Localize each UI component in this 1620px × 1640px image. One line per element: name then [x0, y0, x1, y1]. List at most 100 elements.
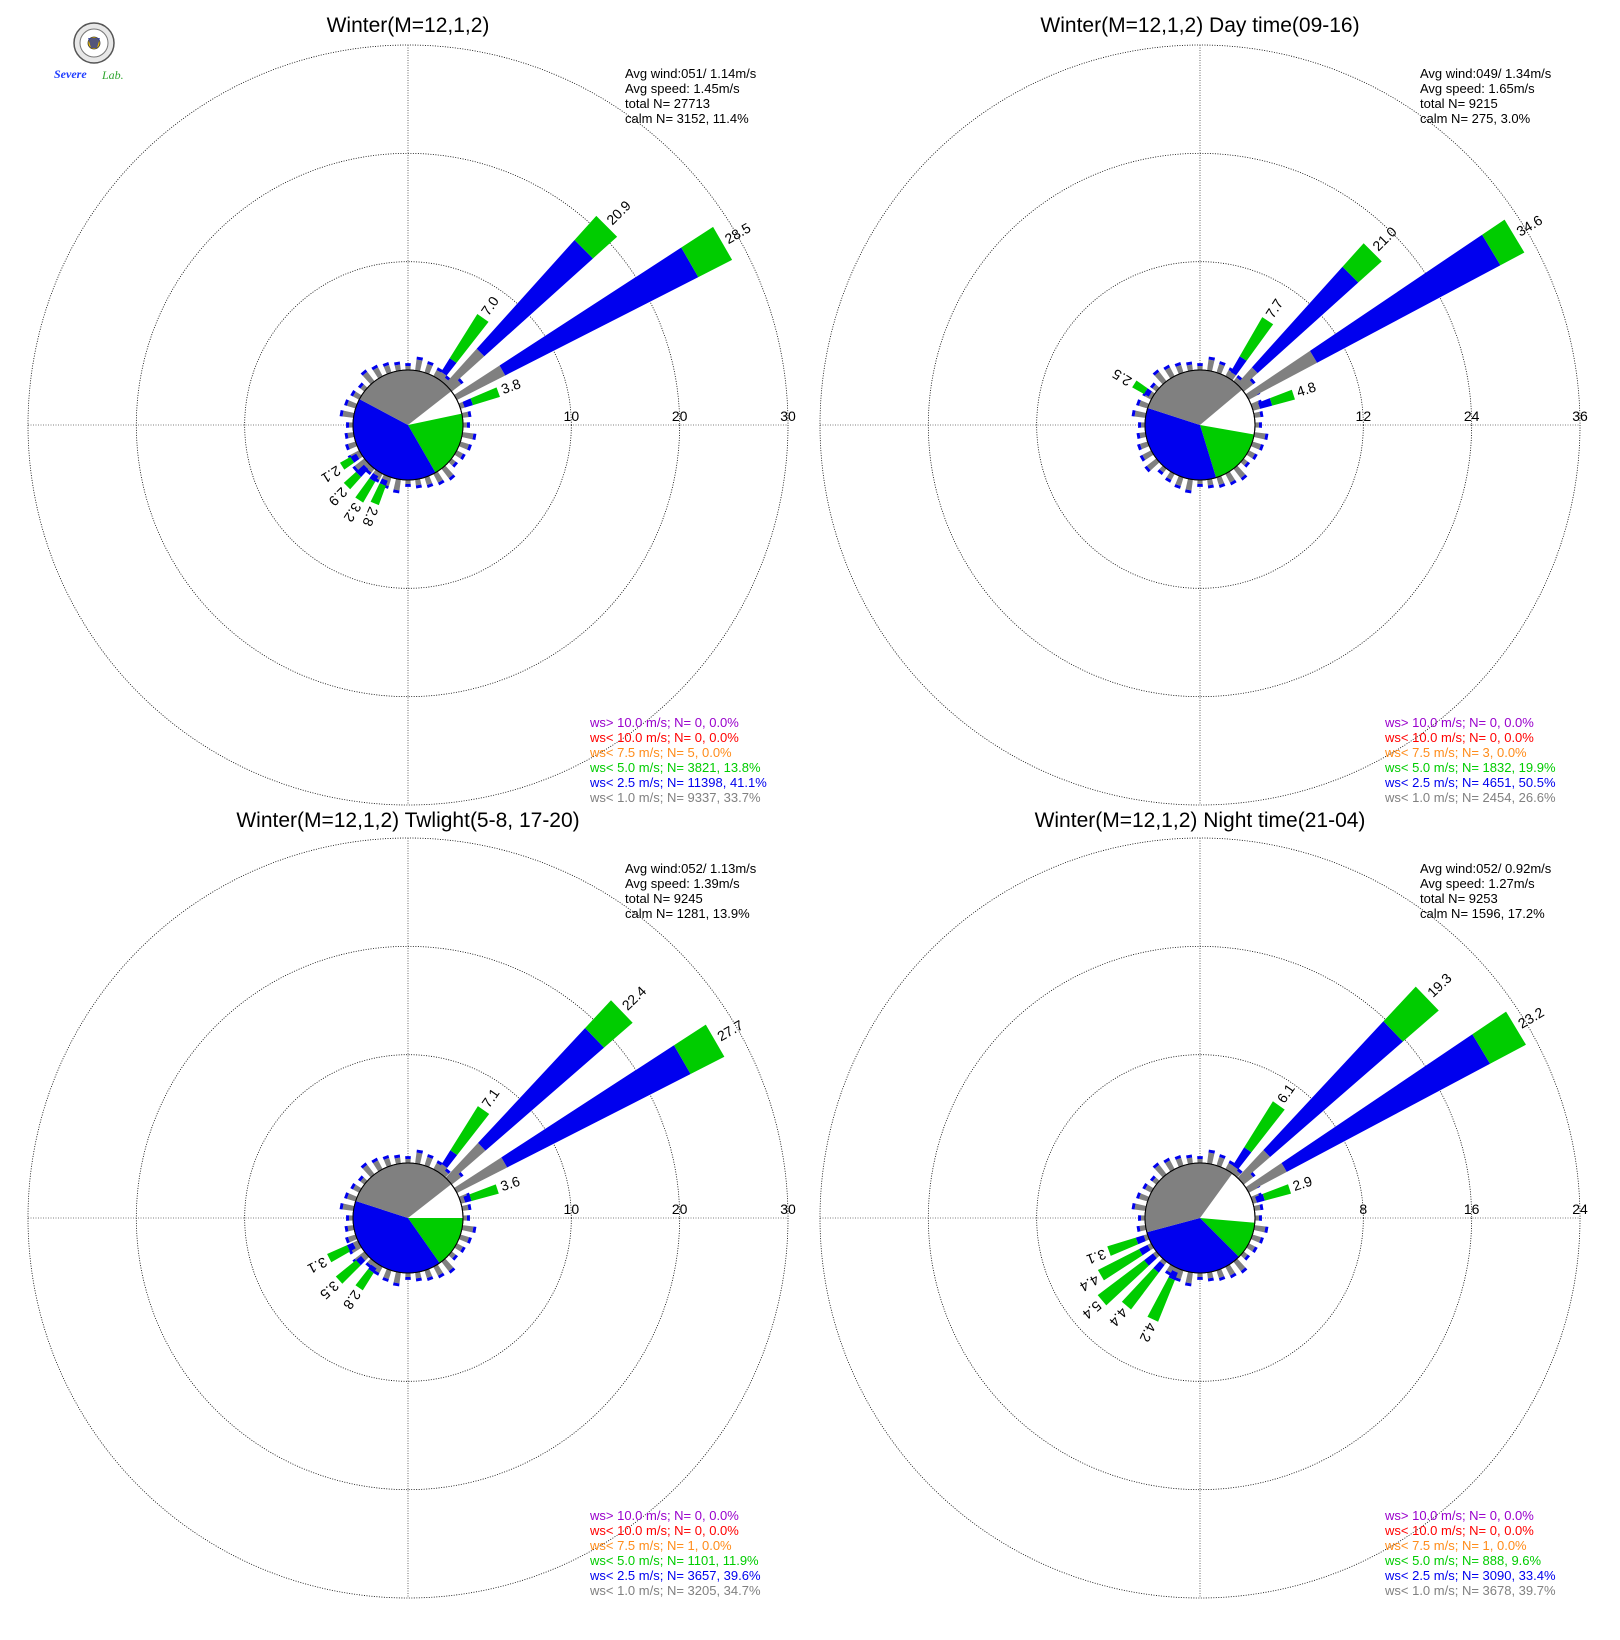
- ring-label: 36: [1572, 408, 1588, 424]
- minor-sector-blue: [1164, 477, 1172, 483]
- minor-sector-gray: [1154, 371, 1167, 385]
- sector-value-label: 2.9: [325, 484, 350, 509]
- minor-sector-blue: [392, 1282, 400, 1287]
- stats-line: Avg speed: 1.45m/s: [625, 81, 740, 96]
- minor-sector-blue: [415, 484, 422, 489]
- minor-sector-blue: [1197, 1276, 1203, 1280]
- sector-bar-lt1: [454, 1157, 508, 1194]
- sector-bar-lt5: [1132, 380, 1148, 394]
- stats-line: calm N= 1281, 13.9%: [625, 906, 750, 921]
- minor-sector-blue: [1264, 1226, 1269, 1234]
- minor-sector-gray: [405, 479, 411, 484]
- minor-sector-blue: [1131, 409, 1136, 417]
- legend-entry: ws< 1.0 m/s; N= 9337, 33.7%: [589, 790, 761, 805]
- minor-sector-gray: [415, 478, 422, 486]
- minor-sector-gray: [461, 1225, 474, 1233]
- minor-sector-gray: [393, 478, 401, 491]
- minor-sector-blue: [457, 377, 464, 385]
- minor-sector-gray: [448, 379, 462, 392]
- sector-value-label: 3.5: [317, 1278, 342, 1303]
- minor-sector-blue: [452, 461, 459, 468]
- logo-severe-text: Severe: [54, 67, 87, 81]
- minor-sector-blue: [1152, 369, 1160, 376]
- minor-sector-blue: [1229, 1272, 1237, 1279]
- sector-bar-lt5: [327, 1245, 351, 1263]
- minor-sector-blue: [1240, 474, 1248, 481]
- minor-sector-blue: [1136, 432, 1141, 439]
- minor-sector-blue: [1184, 489, 1192, 494]
- minor-sector-gray: [1254, 422, 1259, 428]
- sector-bar-lt5: [1107, 1237, 1139, 1256]
- minor-sector-gray: [1254, 1215, 1259, 1221]
- sector-bar-lt2-5: [1144, 388, 1152, 397]
- sector-bar-lt2-5: [1232, 1147, 1252, 1170]
- sector-bar-lt5: [1244, 1101, 1285, 1153]
- minor-sector-blue: [1197, 1156, 1203, 1160]
- minor-sector-blue: [382, 1155, 390, 1160]
- minor-sector-gray: [1216, 475, 1225, 486]
- minor-sector-blue: [344, 432, 349, 439]
- minor-sector-blue: [1219, 1154, 1226, 1159]
- panel-title: Winter(M=12,1,2): [327, 14, 490, 37]
- minor-sector-gray: [1141, 422, 1146, 428]
- minor-sector-blue: [405, 1156, 411, 1160]
- minor-sector-gray: [458, 441, 470, 450]
- legend-entry: ws< 10.0 m/s; N= 0, 0.0%: [589, 730, 739, 745]
- panel-title: Winter(M=12,1,2) Day time(09-16): [1040, 14, 1359, 37]
- sector-bar-lt2-5: [350, 453, 360, 463]
- minor-sector-blue: [1174, 484, 1181, 489]
- minor-sector-blue: [345, 1236, 350, 1244]
- minor-sector-blue: [1174, 362, 1182, 367]
- minor-sector-gray: [1197, 1272, 1203, 1277]
- minor-sector-gray: [1144, 1184, 1154, 1193]
- legend-entry: ws< 7.5 m/s; N= 1, 0.0%: [1384, 1538, 1527, 1553]
- sector-value-label: 22.4: [619, 983, 650, 1014]
- minor-sector-blue: [394, 361, 401, 366]
- sector-bar-lt2-5: [462, 398, 474, 408]
- minor-sector-gray: [1225, 471, 1236, 483]
- sector-bar-lt5: [335, 1260, 361, 1284]
- minor-sector-blue: [1228, 1160, 1236, 1166]
- sector-value-label: 27.7: [714, 1017, 746, 1045]
- legend-entry: ws< 2.5 m/s; N= 11398, 41.1%: [589, 775, 767, 790]
- minor-sector-blue: [1259, 1204, 1264, 1211]
- minor-sector-gray: [1164, 367, 1175, 379]
- legend-entry: ws< 5.0 m/s; N= 888, 9.6%: [1384, 1553, 1542, 1568]
- sector-bar-lt2-5: [499, 247, 699, 376]
- minor-sector-blue: [467, 444, 472, 451]
- minor-sector-gray: [1240, 379, 1254, 392]
- sector-bar-lt2-5: [463, 1194, 472, 1203]
- sector-bar-lt1: [1148, 391, 1155, 399]
- minor-sector-gray: [1141, 1215, 1146, 1221]
- minor-sector-gray: [462, 1215, 467, 1221]
- minor-sector-gray: [1246, 1243, 1256, 1252]
- stats-line: calm N= 275, 3.0%: [1420, 111, 1531, 126]
- sector-bar-lt2-5: [1258, 398, 1273, 409]
- minor-sector-gray: [1175, 1157, 1184, 1168]
- minor-sector-blue: [1219, 361, 1226, 366]
- minor-sector-gray: [372, 367, 383, 379]
- minor-sector-gray: [1134, 1203, 1147, 1211]
- minor-sector-gray: [415, 1152, 423, 1165]
- stats-line: Avg wind:052/ 1.13m/s: [625, 861, 757, 876]
- minor-sector-gray: [454, 1243, 464, 1252]
- minor-sector-gray: [349, 1215, 354, 1221]
- ring-label: 24: [1572, 1201, 1588, 1217]
- minor-sector-blue: [1149, 382, 1156, 389]
- stats-line: total N= 9253: [1420, 891, 1498, 906]
- minor-sector-blue: [346, 1215, 350, 1221]
- minor-sector-gray: [424, 363, 433, 375]
- minor-sector-gray: [383, 1268, 392, 1280]
- sector-value-label: 5.4: [1079, 1298, 1104, 1323]
- minor-sector-blue: [405, 1276, 411, 1280]
- pie-slice-ws-lt-2-5: [352, 1201, 440, 1273]
- legend-entry: ws< 2.5 m/s; N= 3657, 39.6%: [589, 1568, 761, 1583]
- lab-seal-icon: Severe Lab.: [54, 22, 124, 82]
- minor-sector-gray: [415, 1271, 422, 1279]
- sector-bar-lt1: [371, 1261, 379, 1269]
- pie-slice-ws-lt-2-5: [1146, 1218, 1239, 1273]
- minor-sector-gray: [1253, 432, 1266, 440]
- minor-sector-blue: [1207, 1277, 1214, 1282]
- minor-sector-blue: [1197, 483, 1203, 487]
- sector-value-label: 2.8: [340, 1287, 364, 1312]
